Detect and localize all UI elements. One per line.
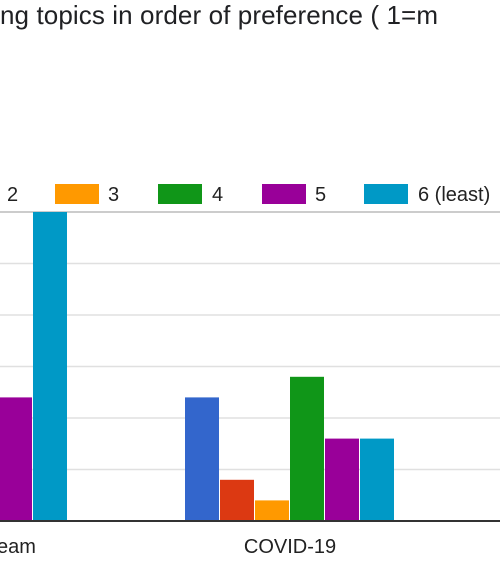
bar-covid-19-series-5 xyxy=(325,438,359,521)
legend-swatch xyxy=(55,184,99,204)
legend-label: 6 (least) xyxy=(418,184,490,206)
x-tick-labels: eam COVID-19 xyxy=(0,536,336,558)
bar-covid-19-series-3 xyxy=(255,500,289,521)
chart-title: ng topics in order of preference ( 1=m xyxy=(0,0,439,30)
x-tick-label: eam xyxy=(0,536,36,558)
legend-swatch xyxy=(158,184,202,204)
legend-label: 5 xyxy=(315,184,326,206)
bar-covid-19-series-4 xyxy=(290,376,324,521)
bar-eam-series-5 xyxy=(0,397,32,521)
bar-covid-19-series-6 xyxy=(360,438,394,521)
legend-label: 4 xyxy=(212,184,223,206)
bar-covid-19-series-1 xyxy=(185,397,219,521)
x-tick-label: COVID-19 xyxy=(244,536,336,558)
bar-eam-series-6 xyxy=(33,212,67,521)
bar-covid-19-series-2 xyxy=(220,479,254,521)
bars xyxy=(0,212,394,521)
legend-label: 3 xyxy=(108,184,119,206)
legend-label: 2 xyxy=(7,184,18,206)
legend: 2 3 4 5 6 (least) xyxy=(7,184,490,206)
gridlines xyxy=(0,211,500,471)
legend-swatch xyxy=(262,184,306,204)
legend-swatch xyxy=(364,184,408,204)
